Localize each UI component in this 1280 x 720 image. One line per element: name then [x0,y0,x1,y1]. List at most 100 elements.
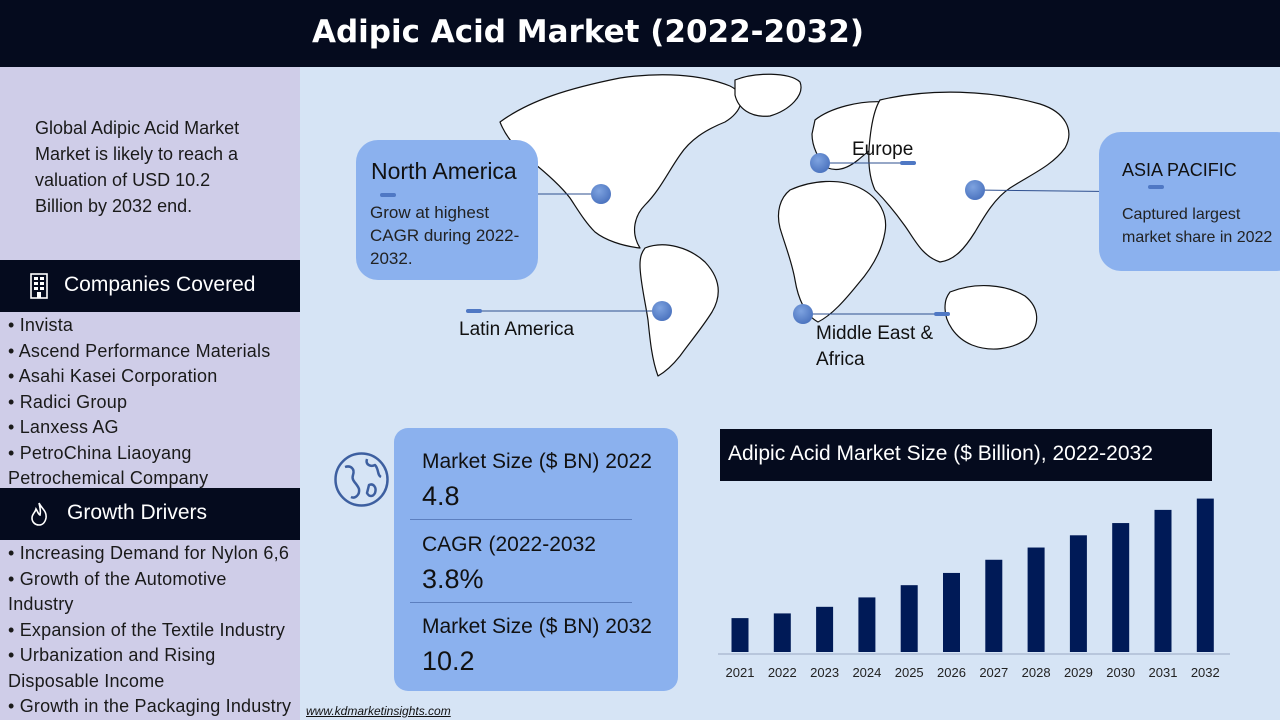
x-tick-label: 2026 [937,665,966,680]
mea-label: Middle East & Africa [816,321,933,373]
north-america-callout: North America Grow at highest CAGR durin… [356,140,538,280]
metrics-panel: Market Size ($ BN) 2022 4.8 CAGR (2022-2… [394,428,678,691]
metric-label: Market Size ($ BN) 2022 [422,450,652,473]
drivers-heading: Growth Drivers [0,488,300,540]
flame-icon [31,502,47,526]
europe-dash [900,161,916,165]
bar-2021 [731,618,749,652]
mea-line: Middle East & [816,323,934,344]
intro-text: Global Adipic Acid Market Market is like… [35,115,285,219]
bar-2025 [900,585,918,652]
mea-marker [793,304,813,324]
x-tick-label: 2032 [1191,665,1220,680]
asia-pacific-desc: Captured largest market share in 2022 [1122,203,1272,249]
intro-line: Billion by 2032 end. [35,196,193,216]
bar-chart: 2021 2022 2023 2024 2025 2026 2027 2028 2029 2030… [718,498,1230,680]
x-tick-label: 2027 [979,665,1008,680]
desc-line: market share in 2022 [1122,229,1273,246]
driver-item: Disposable Income [8,670,165,691]
company-item: • Radici Group [8,391,128,412]
driver-item: • Increasing Demand for Nylon 6,6 [8,543,290,563]
x-tick-label: 2021 [726,665,755,680]
header-bar: Adipic Acid Market (2022-2032) [0,0,1280,67]
bar-2023 [816,606,834,652]
footer-url[interactable]: www.kdmarketinsights.com [306,704,451,718]
x-tick-label: 2028 [1022,665,1051,680]
map-north-america [499,74,742,249]
bar-2029 [1069,535,1087,652]
company-item: • Ascend Performance Materials [8,340,271,361]
page-title: Adipic Acid Market (2022-2032) [311,14,864,50]
mea-line: Africa [816,349,865,370]
companies-list: • Invista • Ascend Performance Materials… [0,313,300,492]
driver-item: • Growth in the Packaging Industry [8,696,292,716]
metric-divider [410,519,632,520]
chart-title-bar: Adipic Acid Market Size ($ Billion), 202… [720,429,1212,481]
metric-label: Market Size ($ BN) 2032 [422,615,652,638]
intro-line: Market is likely to reach a [35,144,239,164]
company-item: Petrochemical Company [8,468,209,488]
na-marker [591,184,611,204]
intro-line: valuation of USD 10.2 [35,170,211,190]
sidebar: Global Adipic Acid Market Market is like… [0,67,300,720]
building-icon [30,273,48,299]
x-tick-label: 2024 [852,665,881,680]
x-tick-label: 2029 [1064,665,1093,680]
bar-2031 [1154,509,1172,652]
map-asia [868,91,1070,263]
ap-dash [1148,185,1164,189]
asia-pacific-callout: ASIA PACIFIC Captured largest market sha… [1099,132,1280,271]
companies-heading-label: Companies Covered [64,273,256,296]
desc-line: Captured largest [1122,206,1241,223]
x-tick-label: 2030 [1106,665,1135,680]
company-item: • PetroChina Liaoyang [8,442,192,463]
metric-label: CAGR (2022-2032 [422,533,596,556]
globe-icon [334,452,389,507]
bar-2030 [1112,523,1130,652]
mea-dash [934,312,950,316]
map-south-america [639,244,719,377]
bar-2022 [773,613,791,652]
drivers-heading-label: Growth Drivers [67,501,208,524]
x-tick-label: 2031 [1149,665,1178,680]
latin-america-label: Latin America [459,319,575,340]
metric-value: 10.2 [422,646,475,676]
map-greenland [734,73,802,117]
north-america-desc: Grow at highest CAGR during 2022- 2032. [370,201,519,270]
europe-label: Europe [852,139,914,160]
driver-item: • Urbanization and Rising [8,645,216,665]
companies-heading: Companies Covered [0,260,300,312]
la-marker [652,301,672,321]
driver-item: Industry [8,594,74,614]
x-tick-label: 2022 [768,665,797,680]
desc-line: 2032. [370,249,413,268]
bar-2028 [1027,547,1045,652]
x-tick-label: 2023 [810,665,839,680]
bar-group [731,498,1214,652]
company-item: • Asahi Kasei Corporation [8,366,218,386]
company-item: • Invista [8,315,74,335]
drivers-list: • Increasing Demand for Nylon 6,6 • Grow… [0,541,300,720]
driver-item: • Expansion of the Textile Industry [8,619,286,640]
bar-2032 [1196,498,1214,652]
na-dash [380,193,396,197]
x-tick-label: 2025 [895,665,924,680]
driver-item: • Growth of the Automotive [8,568,227,589]
metric-value: 3.8% [422,564,484,594]
bar-2027 [985,559,1003,652]
desc-line: CAGR during 2022- [370,226,520,245]
desc-line: Grow at highest [370,203,490,222]
map-australia [944,285,1038,350]
north-america-title: North America [371,158,517,184]
metric-value: 4.8 [422,481,460,511]
bar-2024 [858,597,876,652]
europe-marker [810,153,830,173]
map-africa [777,180,887,323]
bar-2026 [943,572,960,652]
company-item: • Lanxess AG [8,417,119,437]
intro-line: Global Adipic Acid Market [35,118,240,138]
tick-label-group: 2021 2022 2023 2024 2025 2026 2027 2028 2029 2030… [726,665,1220,680]
ap-marker [965,180,985,200]
chart-title: Adipic Acid Market Size ($ Billion), 202… [728,442,1153,465]
